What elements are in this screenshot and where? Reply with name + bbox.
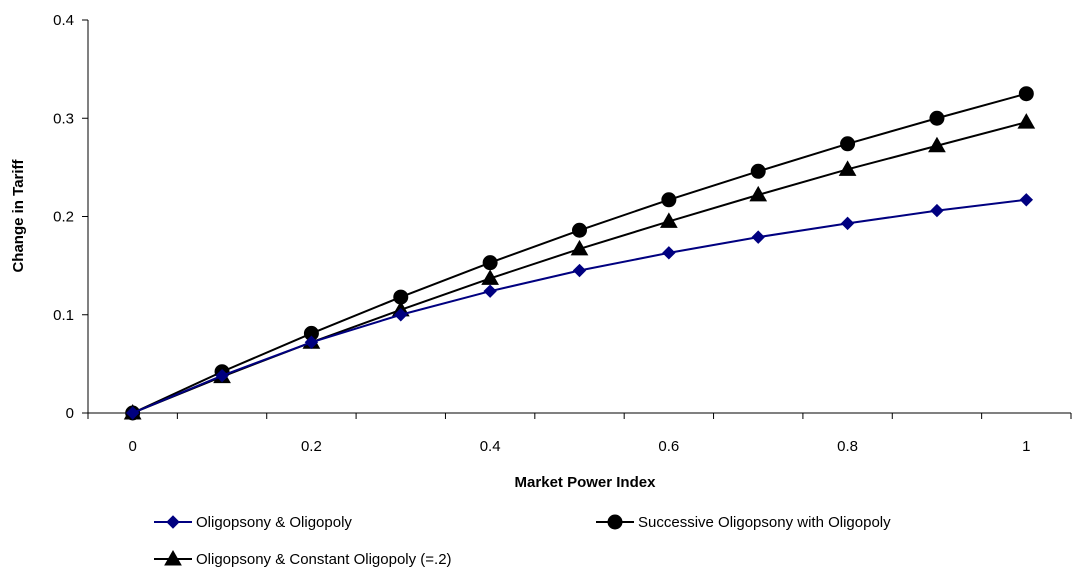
- data-point: [393, 289, 409, 305]
- x-tick-label: 0.6: [658, 438, 679, 455]
- data-point: [661, 192, 677, 208]
- data-point: [928, 136, 946, 153]
- data-point: [838, 160, 857, 176]
- x-tick-label: 0: [129, 438, 137, 455]
- data-point: [304, 335, 319, 349]
- legend-item: Oligopsony & Oligopoly: [154, 514, 352, 531]
- data-point: [1019, 193, 1034, 207]
- data-point: [750, 163, 766, 179]
- legend-marker: [164, 549, 182, 566]
- data-point: [570, 239, 589, 256]
- legend-item: Oligopsony & Constant Oligopoly (=.2): [154, 549, 452, 568]
- legend-marker: [166, 515, 180, 529]
- axes: 0 0.1 0.2 0.3 0.4 0 0.2 0.4 0.6 0.8 1: [53, 12, 1072, 455]
- x-tick-label: 0.2: [301, 438, 322, 455]
- x-axis-title: Market Power Index: [515, 474, 657, 491]
- series-1: [125, 193, 1034, 420]
- legend-marker: [607, 514, 623, 530]
- data-point: [482, 255, 498, 271]
- legend: Oligopsony & Oligopoly Successive Oligops…: [154, 514, 891, 568]
- data-point: [1018, 86, 1034, 102]
- series-2: [125, 86, 1034, 421]
- data-point: [662, 246, 676, 260]
- legend-label: Oligopsony & Constant Oligopoly (=.2): [196, 551, 452, 568]
- data-point: [751, 230, 765, 244]
- legend-label: Successive Oligopsony with Oligopoly: [638, 514, 891, 531]
- data-point: [1017, 113, 1036, 129]
- data-point: [572, 222, 587, 238]
- data-point: [394, 308, 408, 322]
- x-tick-label: 0.4: [480, 438, 501, 455]
- y-tick-label: 0.2: [53, 209, 74, 226]
- data-point: [215, 368, 229, 383]
- series-layer: [123, 86, 1036, 421]
- legend-item: Successive Oligopsony with Oligopoly: [596, 514, 891, 531]
- data-point: [483, 284, 497, 298]
- y-axis-title: Change in Tariff: [10, 158, 27, 272]
- y-tick-label: 0.1: [53, 307, 74, 324]
- data-point: [930, 203, 944, 218]
- y-tick-label: 0: [66, 405, 74, 422]
- data-point: [840, 136, 856, 152]
- y-tick-label: 0.3: [53, 110, 74, 127]
- data-point: [660, 212, 678, 228]
- data-point: [572, 263, 587, 278]
- data-point: [125, 406, 140, 420]
- data-point: [749, 185, 768, 202]
- y-tick-label: 0.4: [53, 12, 74, 29]
- x-tick-label: 1: [1022, 438, 1030, 455]
- data-point: [481, 269, 499, 285]
- data-point: [840, 216, 855, 231]
- data-point: [929, 110, 945, 126]
- legend-label: Oligopsony & Oligopoly: [196, 514, 352, 531]
- x-tick-label: 0.8: [837, 438, 858, 455]
